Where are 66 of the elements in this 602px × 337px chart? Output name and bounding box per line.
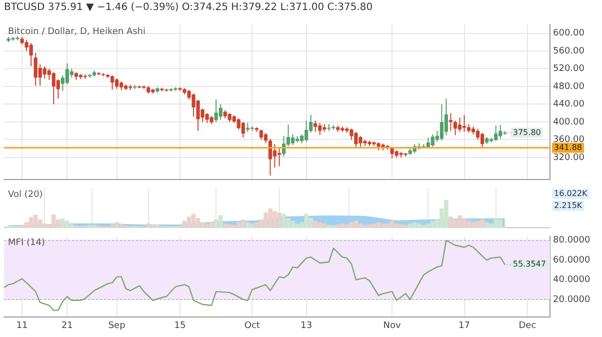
bar (28, 217, 34, 228)
bar (204, 224, 210, 228)
y-tick-label: 20.0000 (553, 294, 590, 305)
text: 16.022K (554, 189, 588, 198)
chart-title: Vol (20) (8, 190, 43, 200)
bar (362, 224, 368, 228)
bar (372, 224, 376, 228)
bar (385, 224, 390, 228)
bar (155, 224, 160, 228)
y-tick-label: 600.00 (553, 28, 585, 39)
bar (218, 215, 223, 228)
bar (182, 220, 187, 228)
bar (191, 214, 196, 228)
y-tick-label: 400.00 (553, 117, 585, 128)
bar (20, 224, 24, 228)
y-tick-label: 440.00 (553, 100, 585, 110)
bar (214, 219, 218, 228)
bar (209, 222, 214, 228)
chart-title: MFI (14) (8, 238, 45, 248)
x-tick-label: 11 (16, 320, 28, 331)
bar (186, 216, 192, 228)
x-tick-label: Oct (244, 320, 260, 331)
bar (380, 224, 386, 228)
bar (326, 224, 332, 228)
x-tick-label: 13 (300, 320, 312, 331)
ref-line-label: 341.88 (554, 142, 582, 152)
bar (349, 222, 354, 228)
y-tick-label: 60.0000 (553, 255, 590, 266)
bar (178, 225, 182, 228)
bar (376, 222, 381, 228)
y-tick-label: 520.00 (553, 64, 585, 74)
y-tick-label: 40.0000 (553, 275, 590, 286)
x-tick-label: 21 (61, 320, 73, 331)
bar (340, 224, 345, 228)
x-tick-label: Sep (108, 320, 126, 331)
y-tick-label: 320.00 (553, 152, 585, 163)
y-tick-label: 360.00 (553, 135, 585, 146)
y-tick-label: 80.0000 (553, 236, 590, 246)
chart-subtitle: Bitcoin / Dollar, D, Heiken Ashi (8, 27, 146, 38)
bar (394, 224, 399, 228)
bar (150, 224, 156, 228)
y-tick-label: 560.00 (553, 46, 585, 56)
bar (398, 224, 404, 228)
x-tick-label: 17 (458, 320, 470, 331)
bar (403, 224, 408, 228)
x-tick-label: Dec (518, 320, 536, 331)
bar (331, 225, 336, 228)
bar (33, 214, 38, 228)
candlestick (448, 113, 453, 131)
x-tick-label: Nov (383, 320, 402, 331)
bar (354, 220, 358, 228)
y-tick-label: 480.00 (553, 82, 585, 92)
bar (146, 224, 151, 228)
annotation: 55.3547 (512, 260, 546, 269)
bar (390, 220, 394, 228)
annotation: 375.80 (512, 128, 541, 137)
candlestick (277, 148, 282, 166)
bar (358, 224, 363, 228)
bar (196, 218, 200, 228)
bar (336, 224, 340, 228)
bar (344, 224, 350, 228)
bar (200, 222, 205, 228)
bar (367, 224, 372, 228)
text: 2.215K (554, 201, 583, 210)
chart-title: BTCUSD 375.91 ▼ −1.46 (−0.39%) O:374.25 H:379.22 L:371.00 C:375.80 (4, 2, 373, 13)
x-tick-label: 15 (174, 320, 186, 331)
